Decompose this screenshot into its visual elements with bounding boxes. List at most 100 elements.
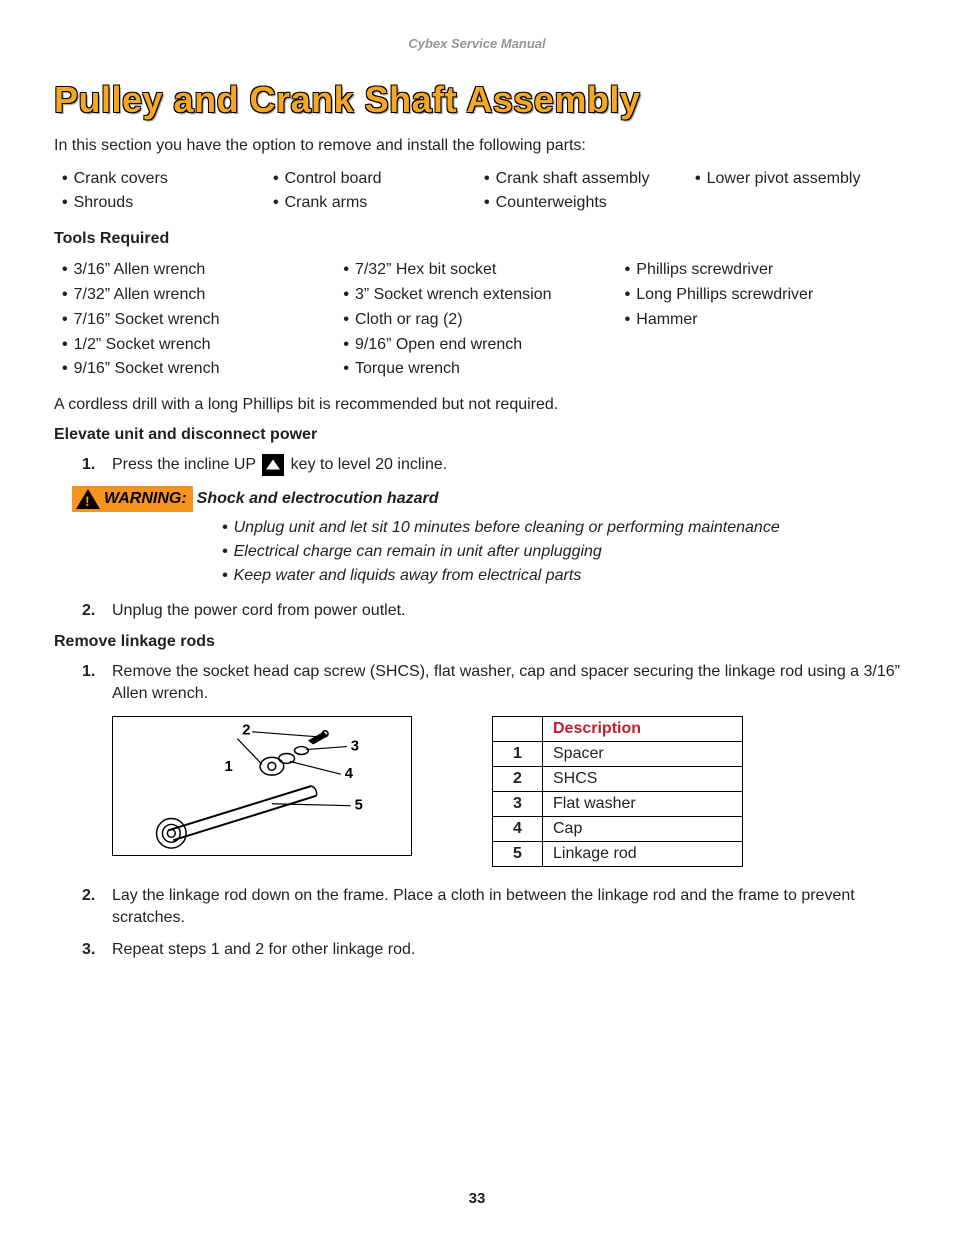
list-item: Lower pivot assembly <box>695 167 900 192</box>
tool-label: 9/16” Socket wrench <box>74 357 220 382</box>
list-item: Long Phillips screwdriver <box>625 283 900 308</box>
list-item: Crank covers <box>62 167 267 192</box>
table-row: 4Cap <box>493 816 743 841</box>
incline-up-icon <box>262 454 284 476</box>
list-item: Shrouds <box>62 191 267 216</box>
step-number: 3. <box>82 939 95 961</box>
drill-note: A cordless drill with a long Phillips bi… <box>54 394 900 416</box>
part-label: Shrouds <box>74 191 134 216</box>
tool-label: 3/16” Allen wrench <box>74 258 206 283</box>
diagram-label-2: 2 <box>242 722 250 738</box>
list-item: 1/2” Socket wrench <box>62 333 337 358</box>
table-cell-index: 2 <box>493 766 543 791</box>
table-cell-index: 1 <box>493 741 543 766</box>
table-cell-index: 4 <box>493 816 543 841</box>
warning-badge: WARNING: <box>72 486 193 512</box>
linkage-diagram: 1 2 3 4 5 <box>112 716 412 856</box>
part-label: Lower pivot assembly <box>707 167 861 192</box>
tool-label: 7/16” Socket wrench <box>74 308 220 333</box>
list-item: 7/16” Socket wrench <box>62 308 337 333</box>
table-header-desc: Description <box>543 716 743 741</box>
diagram-label-4: 4 <box>345 766 354 782</box>
part-label: Crank covers <box>74 167 168 192</box>
warning-bullet-text: Keep water and liquids away from electri… <box>234 564 582 588</box>
step-number: 1. <box>82 454 95 476</box>
tool-label: Cloth or rag (2) <box>355 308 463 333</box>
step-text: Repeat steps 1 and 2 for other linkage r… <box>112 941 415 958</box>
tool-label: Hammer <box>636 308 697 333</box>
tool-label: Phillips screwdriver <box>636 258 773 283</box>
warning-bullet-text: Unplug unit and let sit 10 minutes befor… <box>234 516 780 540</box>
step-number: 1. <box>82 661 95 683</box>
step-number: 2. <box>82 885 95 907</box>
linkage-steps: 1. Remove the socket head cap screw (SHC… <box>82 661 900 706</box>
list-item: Keep water and liquids away from electri… <box>222 564 900 588</box>
table-row: 1Spacer <box>493 741 743 766</box>
list-item: Phillips screwdriver <box>625 258 900 283</box>
table-cell-desc: Cap <box>543 816 743 841</box>
tools-heading: Tools Required <box>54 230 900 248</box>
step-text: Remove the socket head cap screw (SHCS),… <box>112 663 900 702</box>
list-item: Torque wrench <box>343 357 618 382</box>
tool-label: Torque wrench <box>355 357 460 382</box>
tool-label: 7/32” Hex bit socket <box>355 258 496 283</box>
tool-label: Long Phillips screwdriver <box>636 283 813 308</box>
tool-label: 1/2” Socket wrench <box>74 333 211 358</box>
diagram-label-1: 1 <box>225 759 233 775</box>
warning-bullet-text: Electrical charge can remain in unit aft… <box>234 540 602 564</box>
elevate-steps: 1. Press the incline UP key to level 20 … <box>82 454 900 477</box>
table-cell-desc: Spacer <box>543 741 743 766</box>
list-item: Unplug unit and let sit 10 minutes befor… <box>222 516 900 540</box>
tool-label: 3” Socket wrench extension <box>355 283 552 308</box>
part-label: Control board <box>285 167 382 192</box>
table-header-blank <box>493 716 543 741</box>
list-item: 9/16” Socket wrench <box>62 357 337 382</box>
part-label: Crank arms <box>285 191 368 216</box>
step-item: 2. Lay the linkage rod down on the frame… <box>82 885 900 930</box>
step-text-after: key to level 20 incline. <box>286 456 447 473</box>
list-item: 7/32” Hex bit socket <box>343 258 618 283</box>
warning-triangle-icon <box>76 489 100 509</box>
list-item: 3/16” Allen wrench <box>62 258 337 283</box>
part-label: Crank shaft assembly <box>496 167 650 192</box>
description-table: Description 1Spacer 2SHCS 3Flat washer 4… <box>492 716 743 867</box>
list-item: Counterweights <box>484 191 689 216</box>
table-cell-desc: Linkage rod <box>543 841 743 866</box>
step-item: 1. Press the incline UP key to level 20 … <box>82 454 900 477</box>
list-item: 7/32” Allen wrench <box>62 283 337 308</box>
diagram-label-5: 5 <box>355 797 363 813</box>
diagram-and-table: 1 2 3 4 5 Description 1Spacer 2SHCS 3Fla… <box>112 716 900 867</box>
page-number: 33 <box>0 1190 954 1207</box>
step-text-before: Press the incline UP <box>112 456 260 473</box>
elevate-steps-cont: 2. Unplug the power cord from power outl… <box>82 600 900 622</box>
table-row: 5Linkage rod <box>493 841 743 866</box>
linkage-heading: Remove linkage rods <box>54 633 900 651</box>
step-text: Lay the linkage rod down on the frame. P… <box>112 887 855 926</box>
table-row: 2SHCS <box>493 766 743 791</box>
tools-list: 3/16” Allen wrench 7/32” Allen wrench 7/… <box>62 258 900 382</box>
part-label: Counterweights <box>496 191 607 216</box>
warning-bullets: Unplug unit and let sit 10 minutes befor… <box>222 516 900 588</box>
table-row: 3Flat washer <box>493 791 743 816</box>
linkage-steps-cont: 2. Lay the linkage rod down on the frame… <box>82 885 900 962</box>
table-cell-desc: Flat washer <box>543 791 743 816</box>
list-item: Electrical charge can remain in unit aft… <box>222 540 900 564</box>
list-item: Control board <box>273 167 478 192</box>
page-title: Pulley and Crank Shaft Assembly <box>54 79 900 121</box>
list-item: Crank shaft assembly <box>484 167 689 192</box>
warning-label: WARNING: <box>104 490 187 508</box>
tool-label: 7/32” Allen wrench <box>74 283 206 308</box>
list-item: Cloth or rag (2) <box>343 308 618 333</box>
table-cell-index: 5 <box>493 841 543 866</box>
table-cell-index: 3 <box>493 791 543 816</box>
warning-row: WARNING: Shock and electrocution hazard <box>72 486 900 512</box>
header-manual-name: Cybex Service Manual <box>54 36 900 51</box>
step-item: 3. Repeat steps 1 and 2 for other linkag… <box>82 939 900 961</box>
step-item: 1. Remove the socket head cap screw (SHC… <box>82 661 900 706</box>
list-item: 9/16” Open end wrench <box>343 333 618 358</box>
step-item: 2. Unplug the power cord from power outl… <box>82 600 900 622</box>
diagram-label-3: 3 <box>351 738 359 754</box>
tool-label: 9/16” Open end wrench <box>355 333 522 358</box>
warning-hazard-text: Shock and electrocution hazard <box>197 490 439 508</box>
list-item: Hammer <box>625 308 900 333</box>
